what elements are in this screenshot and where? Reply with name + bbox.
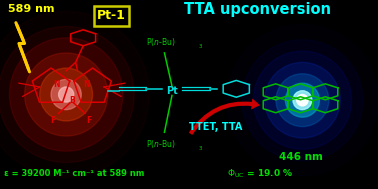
- Text: TTA upconversion: TTA upconversion: [184, 2, 330, 17]
- FancyArrowPatch shape: [189, 98, 260, 135]
- Text: 446 nm: 446 nm: [279, 152, 322, 162]
- Ellipse shape: [276, 74, 329, 127]
- Text: ε = 39200 M⁻¹ cm⁻¹ at 589 nm: ε = 39200 M⁻¹ cm⁻¹ at 589 nm: [4, 169, 144, 178]
- Ellipse shape: [25, 53, 108, 136]
- Ellipse shape: [242, 40, 363, 161]
- Ellipse shape: [0, 26, 134, 163]
- Text: N: N: [84, 80, 90, 89]
- Ellipse shape: [9, 38, 123, 151]
- Ellipse shape: [285, 83, 319, 117]
- Text: TTET, TTA: TTET, TTA: [189, 122, 242, 132]
- Text: Pt: Pt: [166, 86, 178, 96]
- Text: Pt-1: Pt-1: [97, 9, 126, 22]
- Text: 3: 3: [198, 44, 202, 49]
- Text: N: N: [53, 80, 60, 89]
- Text: F: F: [86, 116, 91, 125]
- Text: $\Phi$$_{\mathrm{UC}}$ = 19.0 %: $\Phi$$_{\mathrm{UC}}$ = 19.0 %: [227, 168, 293, 180]
- Ellipse shape: [265, 62, 340, 138]
- Ellipse shape: [227, 25, 378, 176]
- Ellipse shape: [0, 11, 149, 178]
- Text: 589 nm: 589 nm: [8, 4, 54, 14]
- Text: F: F: [50, 116, 56, 125]
- Text: B: B: [69, 96, 75, 105]
- Ellipse shape: [51, 79, 81, 110]
- Text: P($n$-Bu): P($n$-Bu): [146, 36, 175, 48]
- Ellipse shape: [293, 91, 312, 110]
- Ellipse shape: [40, 68, 93, 121]
- Ellipse shape: [253, 51, 352, 149]
- Ellipse shape: [297, 94, 308, 106]
- Text: P($n$-Bu): P($n$-Bu): [146, 138, 175, 150]
- Ellipse shape: [59, 87, 74, 102]
- Text: 3: 3: [198, 146, 202, 151]
